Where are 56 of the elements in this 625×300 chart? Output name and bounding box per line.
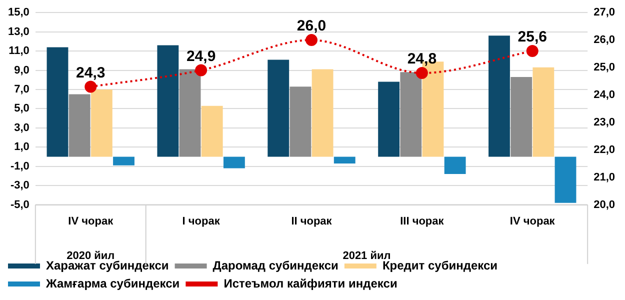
point: [526, 45, 538, 58]
y-tick-label: 13,0: [8, 26, 30, 38]
bar: [113, 156, 134, 166]
y2-tick-label: 21,0: [594, 171, 616, 184]
bar: [290, 86, 312, 157]
y-tick-label: 7,0: [14, 84, 30, 96]
point: [416, 67, 428, 80]
x-tick-label: IV чорак: [510, 215, 556, 228]
bar: [378, 82, 400, 157]
y-tick-label: 3,0: [14, 122, 30, 134]
bar: [68, 94, 90, 157]
bar: [90, 89, 112, 157]
y2-tick-label: 26,0: [594, 34, 616, 46]
y-tick-label: 9,0: [14, 64, 30, 76]
bar: [179, 69, 201, 157]
x-tick-label: IV чорак: [68, 215, 114, 228]
y-tick-label: 15,0: [8, 6, 30, 19]
point: [195, 64, 208, 76]
bar: [157, 45, 179, 157]
legend-label: Истеъмол кайфияти индекси: [224, 276, 398, 290]
bar: [488, 36, 510, 157]
bar: [201, 106, 223, 157]
y-tick-label: -5,0: [10, 198, 30, 211]
bar: [223, 156, 245, 168]
y-tick-label: 5,0: [14, 102, 30, 115]
y2-tick-label: 22,0: [594, 144, 616, 156]
data-label: 24,8: [407, 50, 437, 68]
data-label: 26,0: [296, 18, 326, 35]
bar: [46, 47, 68, 157]
bar: [334, 156, 356, 164]
bar: [554, 156, 576, 203]
y-tick-label: 11,0: [8, 45, 30, 58]
data-label: 25,6: [518, 28, 547, 46]
bar: [444, 156, 466, 174]
y-tick-label: -3,0: [10, 180, 30, 192]
bar: [510, 76, 532, 157]
y-tick-label: 1,0: [14, 141, 30, 154]
y-tick-label: -1,0: [10, 160, 30, 172]
data-label: 24,9: [186, 48, 216, 65]
point: [84, 80, 97, 93]
bar: [532, 67, 554, 157]
x-tick-label: III чорак: [400, 215, 444, 228]
legend-label: Жамғарма субиндекси: [45, 276, 180, 290]
x-tick-label: II чорак: [291, 215, 332, 228]
point: [306, 34, 318, 46]
legend-label: Даромад субиндекси: [212, 258, 338, 272]
bar: [400, 72, 422, 157]
x-tick-label: I чорак: [182, 215, 220, 228]
bar: [312, 69, 334, 157]
data-label: 24,3: [76, 64, 106, 82]
bar: [268, 60, 290, 157]
y2-tick-label: 20,0: [594, 198, 616, 211]
y2-tick-label: 23,0: [594, 116, 616, 128]
y2-tick-label: 27,0: [594, 6, 616, 19]
y2-tick-label: 25,0: [594, 62, 616, 74]
y2-tick-label: 24,0: [594, 89, 616, 102]
